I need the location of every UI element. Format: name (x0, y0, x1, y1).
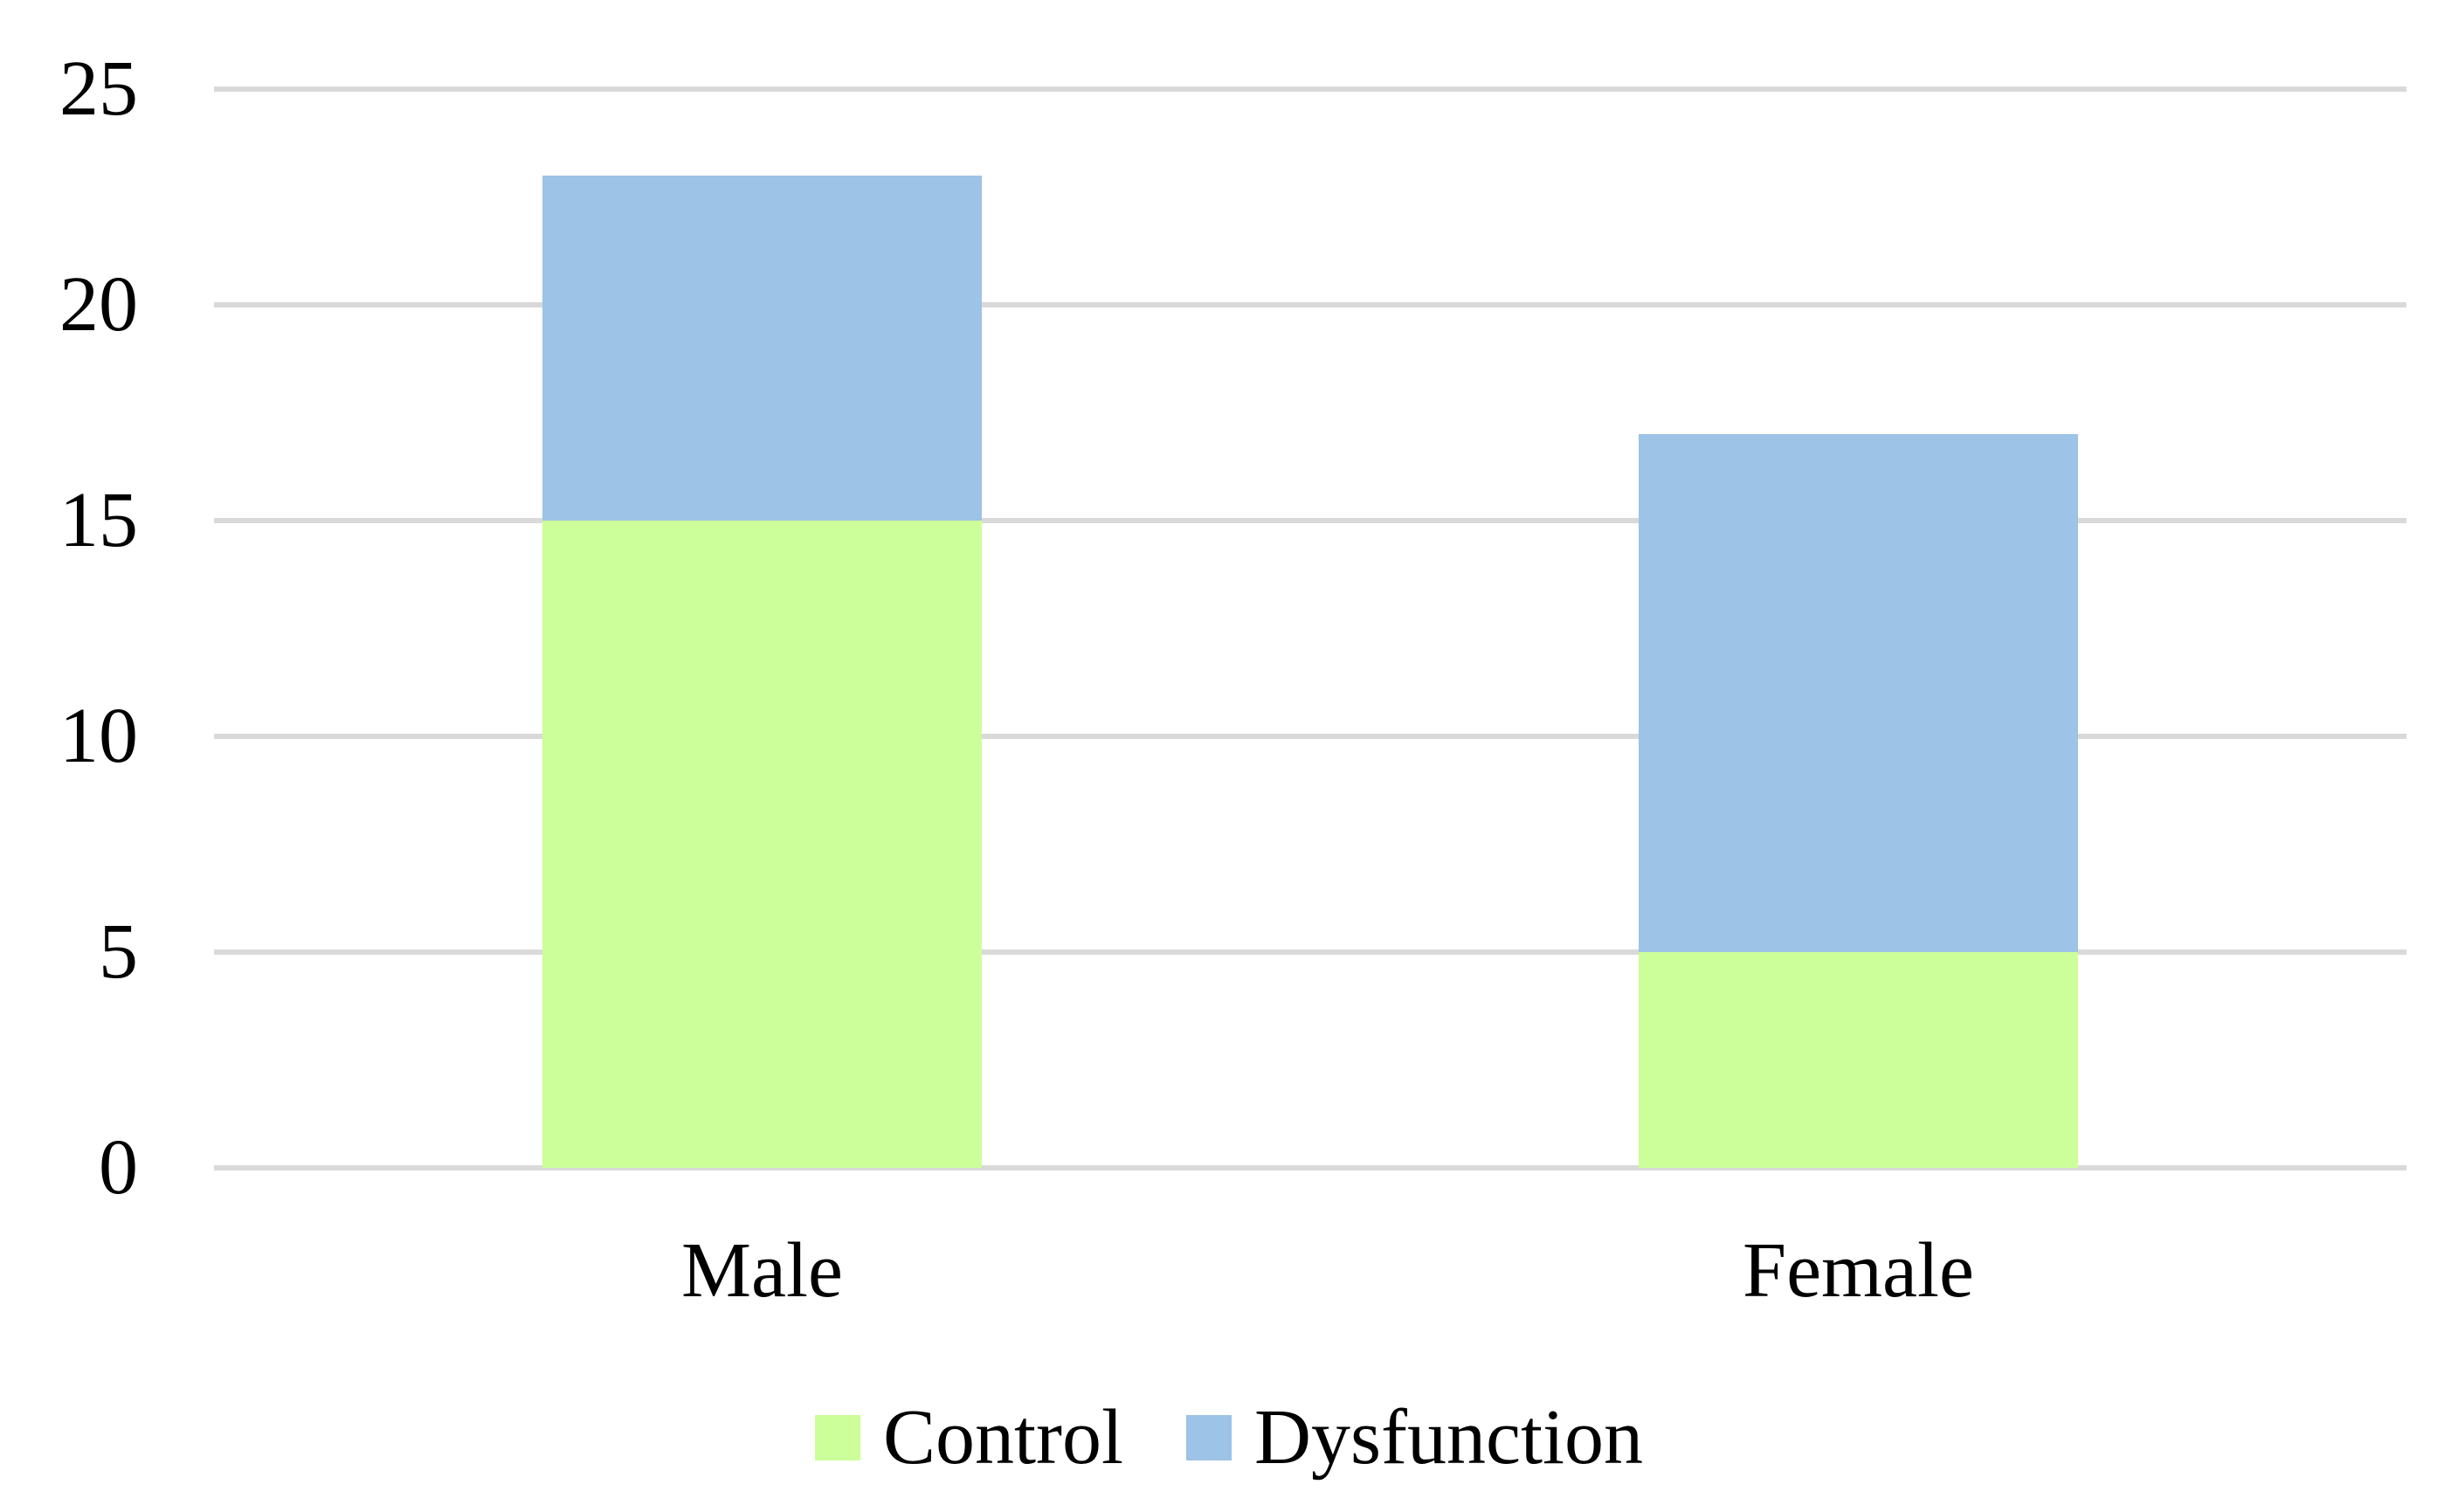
y-tick-label-0: 0 (99, 1124, 138, 1211)
stacked-bar-female (1639, 89, 2078, 1168)
legend-entry-control: Control (815, 1394, 1123, 1481)
gridline-20 (214, 302, 2406, 307)
legend-label-control: Control (883, 1394, 1124, 1481)
control-swatch-icon (815, 1415, 861, 1460)
y-tick-label-15: 15 (59, 477, 138, 563)
y-tick-label-20: 20 (59, 261, 138, 348)
y-tick-label-10: 10 (59, 693, 138, 779)
gridline-25 (214, 86, 2406, 92)
y-axis: 0 5 10 15 20 25 (0, 50, 140, 1207)
y-tick-label-5: 5 (99, 908, 138, 995)
legend-entry-dysfunction: Dysfunction (1186, 1394, 1643, 1481)
x-axis-labels: Male Female (214, 1223, 2406, 1328)
gridline-0 (214, 1165, 2406, 1170)
stacked-bar-male (542, 89, 982, 1168)
legend: Control Dysfunction (815, 1394, 1643, 1481)
category-label-male: Male (681, 1227, 843, 1314)
category-label-female: Female (1743, 1227, 1974, 1314)
plot-area (214, 86, 2406, 1170)
bar-segment-dysfunction-female (1639, 434, 2078, 952)
y-tick-label-25: 25 (59, 45, 138, 132)
bar-segment-control-male (542, 521, 982, 1168)
gridline-10 (214, 734, 2406, 739)
bar-segment-dysfunction-male (542, 175, 982, 521)
legend-label-dysfunction: Dysfunction (1254, 1394, 1643, 1481)
dysfunction-swatch-icon (1186, 1415, 1232, 1460)
gridline-5 (214, 949, 2406, 955)
gridline-15 (214, 518, 2406, 523)
bar-segment-control-female (1639, 952, 2078, 1168)
